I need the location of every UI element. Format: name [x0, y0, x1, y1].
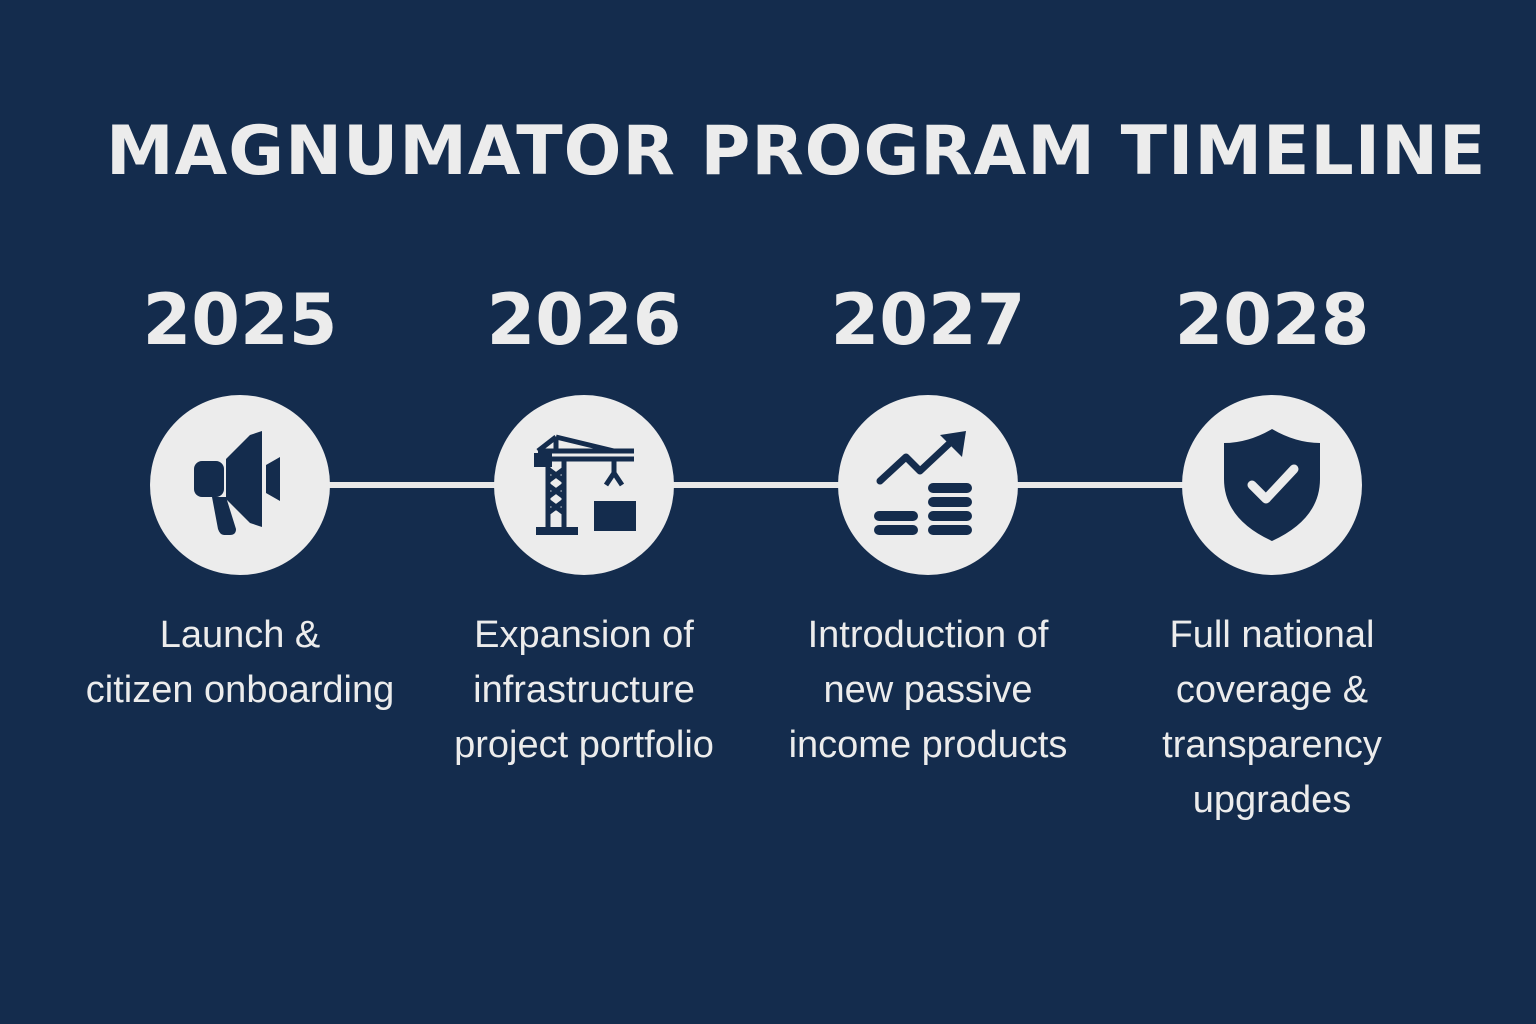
milestone-icon-circle [494, 395, 674, 575]
growth-coins-icon [874, 431, 972, 535]
milestone-icon-circle [838, 395, 1018, 575]
milestone-2026: 2026 Expansion of infrastructure project… [404, 0, 764, 1024]
description-line: citizen onboarding [85, 669, 395, 711]
description-line: Introduction of [807, 614, 1049, 656]
milestone-year: 2026 [486, 279, 682, 361]
description-line: income products [788, 724, 1068, 766]
milestone-year: 2028 [1174, 279, 1370, 361]
description-line: Launch & [159, 614, 321, 656]
description-line: upgrades [1192, 779, 1352, 821]
milestone-description: Launch & citizen onboarding [60, 608, 420, 718]
megaphone-icon [194, 431, 280, 535]
milestone-2025: 2025 Launch & citizen onboarding [60, 0, 420, 1024]
crane-icon [534, 434, 636, 535]
description-line: new passive [823, 669, 1033, 711]
milestone-year: 2025 [142, 279, 338, 361]
description-line: transparency [1162, 724, 1382, 766]
milestone-description: Expansion of infrastructure project port… [404, 608, 764, 773]
milestone-icon-circle [1182, 395, 1362, 575]
timeline-connector-line [240, 482, 1272, 488]
milestone-2027: 2027 Introduction of new passive income … [748, 0, 1108, 1024]
description-line: Full national [1169, 614, 1375, 656]
milestone-2028: 2028 Full national coverage & transparen… [1092, 0, 1452, 1024]
milestone-year: 2027 [830, 279, 1026, 361]
description-line: Expansion of [474, 614, 694, 656]
milestone-icon-circle [150, 395, 330, 575]
shield-check-icon [1224, 429, 1320, 541]
page-title: MAGNUMATOR PROGRAM TIMELINE [106, 112, 1487, 191]
description-line: project portfolio [454, 724, 714, 766]
milestone-description: Introduction of new passive income produ… [748, 608, 1108, 773]
milestone-description: Full national coverage & transparency up… [1092, 608, 1452, 828]
description-line: coverage & [1175, 669, 1369, 711]
description-line: infrastructure [473, 669, 695, 711]
